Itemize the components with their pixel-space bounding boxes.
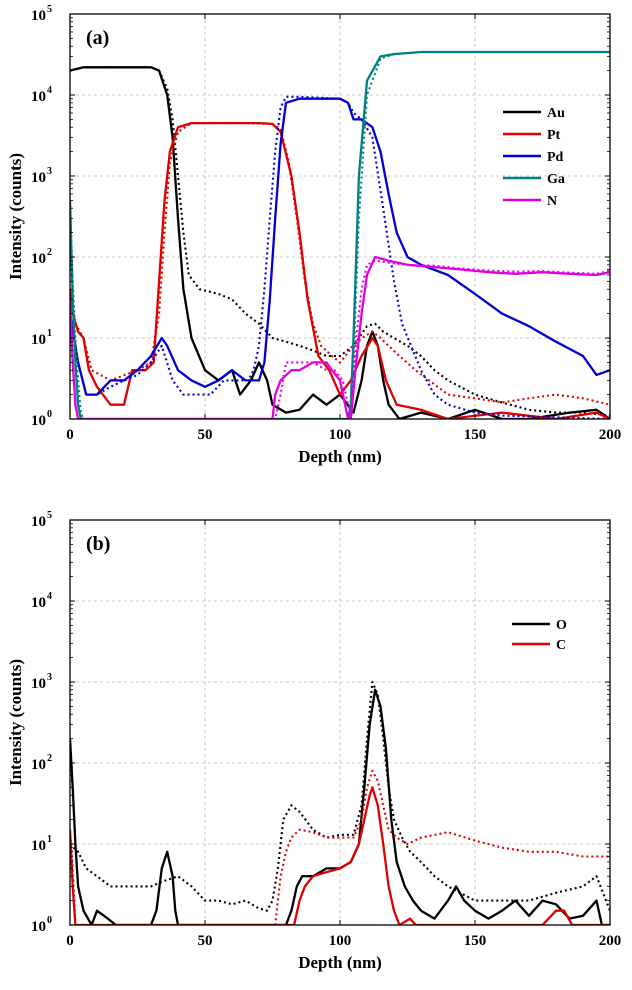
panel-a-legend: Au Pt Pd Ga N bbox=[503, 106, 565, 209]
panel-a-x-tick-label: 0 bbox=[66, 427, 74, 443]
panel-b-series-o-solid bbox=[70, 688, 610, 925]
panel-a-legend-item-pt: Pt bbox=[503, 128, 561, 143]
panel-b-y-axis-title: Intensity (counts) bbox=[6, 659, 25, 786]
panel-b-label: (b) bbox=[86, 533, 110, 555]
panel-a-y-tick-exponent: 2 bbox=[47, 247, 52, 258]
panel-a-y-tick-label: 10 bbox=[31, 413, 46, 429]
panel-b-y-tick-exponent: 5 bbox=[47, 510, 52, 521]
panel-b-y-tick-label: 10 bbox=[31, 595, 46, 611]
panel-b-series bbox=[70, 680, 610, 925]
panel-a-series-ga-solid bbox=[70, 50, 610, 419]
panel-a-legend-label: N bbox=[547, 194, 557, 209]
panel-b-y-tick-label: 10 bbox=[31, 838, 46, 854]
panel-a-legend-item-pd: Pd bbox=[503, 150, 564, 165]
panel-a-y-tick-label: 10 bbox=[31, 251, 46, 267]
panel-a-x-tick-label: 200 bbox=[599, 427, 622, 443]
panel-b-series-c-dotted bbox=[70, 769, 610, 925]
panel-b-x-tick-label: 0 bbox=[66, 933, 74, 949]
panel-b-y-tick-label: 10 bbox=[31, 757, 46, 773]
panel-a-y-tick-label: 10 bbox=[31, 89, 46, 105]
panel-a-y-tick-exponent: 1 bbox=[47, 328, 52, 339]
panel-a-y-tick-exponent: 5 bbox=[47, 4, 52, 15]
panel-a-legend-item-n: N bbox=[503, 194, 557, 209]
panel-a-legend-item-ga: Ga bbox=[503, 172, 565, 187]
panel-a-legend-item-au: Au bbox=[503, 106, 565, 121]
panel-a-x-tick-label: 150 bbox=[464, 427, 487, 443]
panel-b-legend-item-c: C bbox=[512, 638, 566, 653]
panel-a-grid bbox=[70, 14, 610, 419]
panel-b-series-c-solid bbox=[70, 786, 610, 925]
panel-a-y-axis-title: Intensity (counts) bbox=[6, 153, 25, 280]
panel-b-y-tick-exponent: 3 bbox=[47, 672, 52, 683]
panel-b-x-tick-label: 150 bbox=[464, 933, 487, 949]
panel-b-x-tick-label: 50 bbox=[198, 933, 213, 949]
panel-b-x-axis-title: Depth (nm) bbox=[298, 953, 382, 972]
panel-a-series bbox=[70, 50, 610, 419]
panel-a-series-au-solid bbox=[70, 66, 610, 419]
panel-a-series-pt-solid bbox=[70, 121, 610, 419]
panel-b-legend-label: C bbox=[556, 638, 566, 653]
panel-a-y-tick-exponent: 0 bbox=[47, 409, 52, 420]
panel-b-series-o-dotted bbox=[70, 680, 610, 912]
panel-b-y-tick-label: 10 bbox=[31, 676, 46, 692]
panel-a-legend-label: Au bbox=[547, 106, 565, 121]
panel-a-y-tick-label: 10 bbox=[31, 170, 46, 186]
panel-a-y-tick-label: 10 bbox=[31, 8, 46, 24]
panel-a-legend-label: Pd bbox=[547, 150, 564, 165]
panel-b-legend-item-o: O bbox=[512, 618, 567, 633]
panel-a-x-axis-title: Depth (nm) bbox=[298, 447, 382, 466]
panel-a-x-tick-label: 50 bbox=[198, 427, 213, 443]
panel-a-series-pd-solid bbox=[70, 97, 610, 396]
panel-b-y-tick-label: 10 bbox=[31, 919, 46, 935]
panel-a-legend-label: Pt bbox=[547, 128, 561, 143]
panel-a-y-tick-exponent: 4 bbox=[47, 85, 52, 96]
panel-b-x-tick-label: 100 bbox=[329, 933, 352, 949]
panel-a-x-tick-label: 100 bbox=[329, 427, 352, 443]
panel-b-y-tick-label: 10 bbox=[31, 514, 46, 530]
panel-b-x-tick-label: 200 bbox=[599, 933, 622, 949]
panel-b-legend: OC bbox=[512, 618, 567, 653]
panel-b-legend-label: O bbox=[556, 618, 567, 633]
panel-b-y-tick-exponent: 4 bbox=[47, 591, 52, 602]
panel-a-series-pd-dotted bbox=[70, 95, 610, 419]
panel-b-y-tick-exponent: 2 bbox=[47, 753, 52, 764]
panel-b-grid bbox=[70, 520, 610, 925]
panel-a-y-tick-exponent: 3 bbox=[47, 166, 52, 177]
panel-a-legend-label: Ga bbox=[547, 172, 565, 187]
panel-b-y-tick-exponent: 1 bbox=[47, 834, 52, 845]
panel-a-label: (a) bbox=[86, 27, 109, 49]
panel-a-series-n-solid bbox=[70, 255, 610, 419]
panel-a-y-tick-label: 10 bbox=[31, 332, 46, 348]
panel-b-y-tick-exponent: 0 bbox=[47, 915, 52, 926]
